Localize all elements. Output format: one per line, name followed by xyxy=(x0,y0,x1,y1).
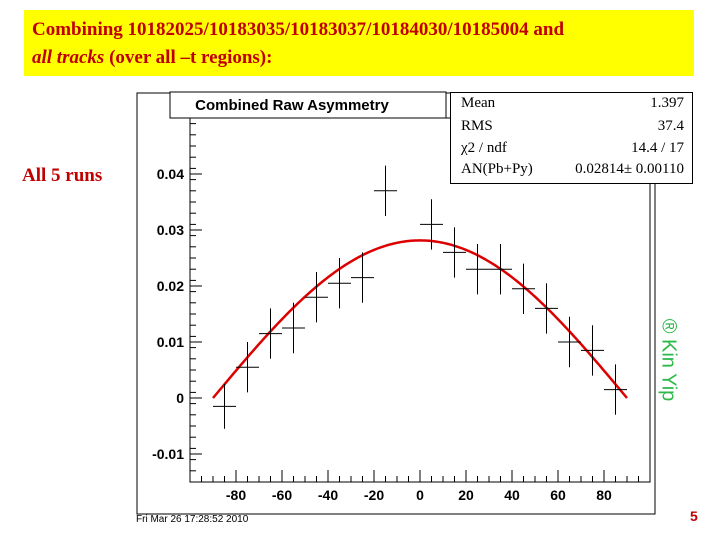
stats-value: 0.02814± 0.00110 xyxy=(575,161,684,177)
y-tick-label: 0.01 xyxy=(157,334,184,350)
chart-title-box xyxy=(169,91,447,119)
x-tick-label: 80 xyxy=(596,487,612,503)
x-tick-label: 0 xyxy=(416,487,424,503)
timestamp: Fri Mar 26 17:28:52 2010 xyxy=(136,514,249,525)
slide-number: 5 xyxy=(690,508,698,524)
stats-box: Mean 1.397 RMS 37.4 χ2 / ndf 14.4 / 17 AN(P… xyxy=(450,92,693,184)
stats-row-rms: RMS 37.4 xyxy=(461,118,684,138)
runs-label: All 5 runs xyxy=(22,165,103,186)
y-tick-label: 0 xyxy=(176,390,184,406)
title-italic-text: all tracks xyxy=(32,47,105,68)
fit-curve xyxy=(212,239,628,399)
stats-key: χ2 / ndf xyxy=(461,140,507,156)
title-rest-text: (over all –t regions): xyxy=(104,47,273,68)
x-tick-label: -40 xyxy=(318,487,338,503)
chart-title: Combined Raw Asymmetry xyxy=(195,97,389,114)
x-tick-label: -20 xyxy=(364,487,384,503)
x-tick-label: -80 xyxy=(226,487,246,503)
title-line-1: Combining 10182025/10183035/10183037/101… xyxy=(32,19,565,40)
stats-value: 1.397 xyxy=(650,95,684,111)
title-banner: Combining 10182025/10183035/10183037/101… xyxy=(24,10,694,76)
stats-key: Mean xyxy=(461,95,496,111)
stats-row-chi2: χ2 / ndf 14.4 / 17 xyxy=(461,140,684,160)
x-tick-label: -60 xyxy=(272,487,292,503)
stats-row-fit-param: AN(Pb+Py) 0.02814± 0.00110 xyxy=(461,161,684,181)
y-tick-label: 0.03 xyxy=(157,222,184,238)
y-tick-label: 0.02 xyxy=(157,278,184,294)
stats-key: RMS xyxy=(461,118,493,134)
y-tick-label: -0.01 xyxy=(152,446,184,462)
x-tick-label: 40 xyxy=(504,487,520,503)
y-tick-label: 0.04 xyxy=(157,166,184,182)
title-line-2: all tracks (over all –t regions): xyxy=(32,44,686,72)
x-tick-label: 60 xyxy=(550,487,566,503)
stats-value: 14.4 / 17 xyxy=(631,140,684,156)
watermark: ® Kin Yip xyxy=(657,318,680,402)
x-tick-label: 20 xyxy=(458,487,474,503)
stats-key: AN(Pb+Py) xyxy=(461,161,533,177)
stats-value: 37.4 xyxy=(657,118,684,134)
stats-row-mean: Mean 1.397 xyxy=(461,95,684,115)
